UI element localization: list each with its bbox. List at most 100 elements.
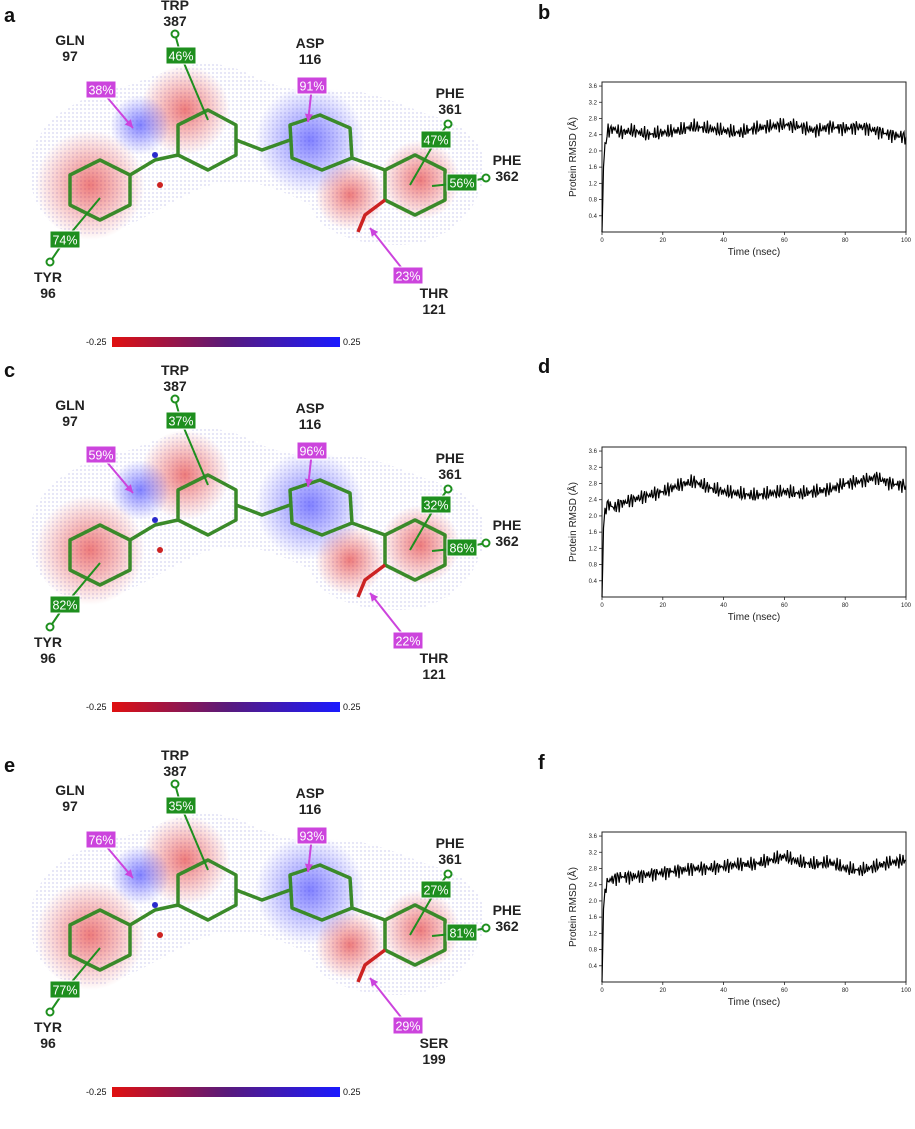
x-tick-label-0: 0 <box>600 603 604 609</box>
surface-potential-red-5 <box>380 505 460 585</box>
percent-badge-gln <box>85 445 117 464</box>
rmsd-chart-svg: 0.4 0.8 1.2 1.6 2.0 2.4 2.8 3.2 3.6 0 20 40 60 80 100 T… <box>566 446 912 623</box>
percent-badge-text-bottom: 29% <box>395 1020 420 1034</box>
x-axis-title: Time (nsec) <box>728 247 780 258</box>
x-tick-label-4: 80 <box>842 603 849 609</box>
percent-badge-text-phe361: 27% <box>423 884 448 898</box>
y-tick-label-3: 1.6 <box>589 530 598 536</box>
scale-max-label: 0.25 <box>343 702 361 712</box>
rmsd-panel-b: b 0.4 0.8 1.2 1.6 2.0 2.4 2.8 3.2 3.6 0 20 40 60 80 10… <box>530 0 915 374</box>
plot-area <box>601 446 907 598</box>
amide-nitrogen <box>152 902 158 908</box>
percent-badge-phe361 <box>420 495 452 514</box>
y-tick-label-7: 3.2 <box>589 850 598 856</box>
y-tick-label-1: 0.8 <box>589 198 598 204</box>
percent-badge-trp <box>165 46 197 65</box>
callout-arrow-asp <box>304 863 313 872</box>
rmsd-panel-d: d 0.4 0.8 1.2 1.6 2.0 2.4 2.8 3.2 3.6 0 20 40 60 80 10… <box>530 356 915 739</box>
amide-nitrogen <box>152 517 158 523</box>
plot-area <box>601 831 907 983</box>
callout-dot-phe361 <box>443 119 453 129</box>
y-tick-label-7: 3.2 <box>589 100 598 106</box>
aromatic-ring-1 <box>68 908 132 972</box>
residue-name-tyr: TYR <box>34 1019 62 1035</box>
percent-badge-text-asp: 93% <box>299 830 324 844</box>
residue-number-tyr: 96 <box>40 650 56 666</box>
callout-line-trp <box>180 55 209 121</box>
x-tick-label-5: 100 <box>901 238 912 244</box>
x-tick-label-4: 80 <box>842 238 849 244</box>
x-tick-label-0: 0 <box>600 238 604 244</box>
surface-potential-red-5 <box>380 890 460 970</box>
y-axis-title: Protein RMSD (Å) <box>566 482 579 562</box>
percent-badge-tyr <box>49 980 81 999</box>
y-tick-label-6: 2.8 <box>589 116 598 122</box>
carbonyl-oxygen <box>157 932 163 938</box>
percent-badge-trp <box>165 796 197 815</box>
y-tick-label-8: 3.6 <box>589 834 598 840</box>
percent-badge-text-phe362: 86% <box>449 542 474 556</box>
residue-name-phe361: PHE <box>436 450 465 466</box>
panel-letter-d: d <box>538 356 551 378</box>
x-tick-label-0: 0 <box>600 988 604 994</box>
residue-name-gln: GLN <box>55 32 85 48</box>
residue-number-gln: 97 <box>62 48 78 64</box>
residue-number-asp: 116 <box>299 801 322 817</box>
residue-number-gln: 97 <box>62 798 78 814</box>
callout-arrow-bottom <box>370 228 379 237</box>
percent-badge-bottom <box>392 631 424 650</box>
amide-nitrogen <box>152 152 158 158</box>
residue-name-trp: TRP <box>161 750 189 763</box>
callout-dot-trp <box>170 29 180 39</box>
potential-color-scale <box>112 702 340 712</box>
y-tick-label-2: 1.2 <box>589 181 598 187</box>
ligand-structure <box>68 473 447 598</box>
amide-linker <box>129 153 179 177</box>
percent-badge-text-gln: 76% <box>88 834 113 848</box>
y-tick-label-5: 2.4 <box>589 133 598 139</box>
x-tick-label-3: 60 <box>781 603 788 609</box>
rmsd-panel-f: f 0.4 0.8 1.2 1.6 2.0 2.4 2.8 3.2 3.6 0 20 40 60 80 10… <box>530 750 915 1124</box>
residue-number-phe362: 362 <box>495 168 519 184</box>
y-tick-label-1: 0.8 <box>589 948 598 954</box>
callout-arrow-gln <box>124 484 133 493</box>
residue-number-gln: 97 <box>62 413 78 429</box>
aryl-bond <box>351 156 386 172</box>
interaction-panel-c: c 59% GLN 97 37% TRP 387 96% ASP 116 32% PHE 361 86% P… <box>0 360 545 739</box>
residue-number-phe361: 361 <box>438 101 462 117</box>
residue-name-bottom: THR <box>420 650 449 666</box>
callout-dot-phe361 <box>443 484 453 494</box>
callout-line-trp <box>180 420 209 486</box>
aryl-bond <box>351 906 386 922</box>
residue-name-asp: ASP <box>296 35 325 51</box>
y-tick-label-4: 2.0 <box>589 149 598 155</box>
methoxy-group <box>356 198 387 233</box>
x-tick-label-1: 20 <box>659 238 666 244</box>
y-tick-label-4: 2.0 <box>589 899 598 905</box>
residue-name-phe362: PHE <box>493 902 522 918</box>
aromatic-ring-1 <box>68 158 132 222</box>
percent-badge-text-phe361: 32% <box>423 499 448 513</box>
rmsd-chart-svg: 0.4 0.8 1.2 1.6 2.0 2.4 2.8 3.2 3.6 0 20 40 60 80 100 T… <box>566 831 912 1008</box>
scale-min-label: -0.25 <box>86 337 107 347</box>
y-tick-label-3: 1.6 <box>589 165 598 171</box>
carbonyl-oxygen <box>157 547 163 553</box>
y-tick-label-1: 0.8 <box>589 563 598 569</box>
y-tick-label-0: 0.4 <box>589 214 598 220</box>
percent-badge-phe362 <box>446 538 478 557</box>
percent-badge-text-tyr: 82% <box>52 599 77 613</box>
percent-badge-text-asp: 91% <box>299 80 324 94</box>
y-tick-label-0: 0.4 <box>589 964 598 970</box>
plot-area <box>601 81 907 233</box>
y-tick-label-2: 1.2 <box>589 931 598 937</box>
percent-badge-phe362 <box>446 173 478 192</box>
aryl-bond <box>351 521 386 537</box>
scale-max-label: 0.25 <box>343 337 361 347</box>
y-tick-label-5: 2.4 <box>589 883 598 889</box>
callout-arrow-asp <box>304 113 313 122</box>
residue-name-bottom: THR <box>420 285 449 301</box>
percent-badge-phe362 <box>446 923 478 942</box>
scale-max-label: 0.25 <box>343 1087 361 1097</box>
y-tick-label-0: 0.4 <box>589 579 598 585</box>
